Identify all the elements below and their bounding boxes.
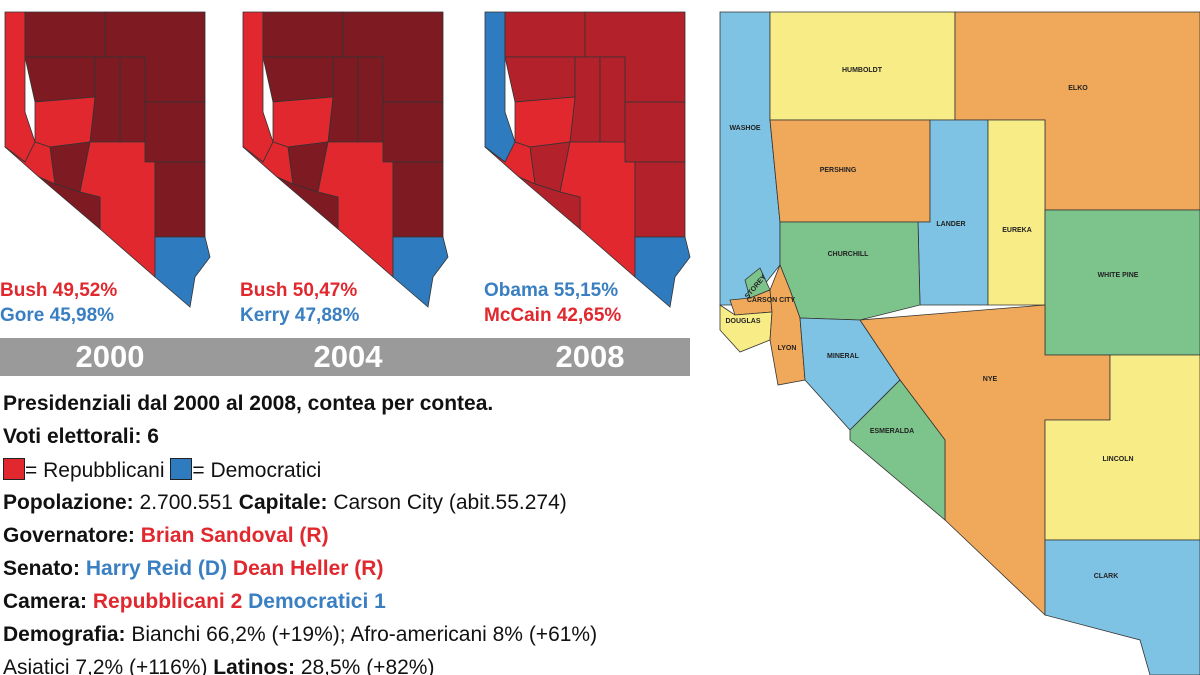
county-label: WASHOE (729, 125, 760, 132)
result: Kerry 47,88% (240, 305, 360, 326)
label: Camera: (3, 590, 88, 613)
legend-swatch (170, 458, 193, 480)
county-label: MINERAL (827, 353, 860, 360)
info-line: Demografia: Bianchi 66,2% (+19%); Afro-a… (3, 623, 597, 647)
county-label: HUMBOLDT (842, 67, 883, 74)
result: Gore 45,98% (0, 305, 115, 326)
value: Asiatici 7,2% (+116%) (3, 656, 208, 675)
info-line: Popolazione: 2.700.551 Capitale: Carson … (3, 491, 567, 515)
value: 2.700.551 (139, 491, 233, 514)
result: Bush 49,52% (0, 280, 118, 301)
title: Presidenziali dal 2000 al 2008, contea p… (3, 392, 494, 415)
label: Latinos: (213, 656, 295, 675)
info-title: Presidenziali dal 2000 al 2008, contea p… (3, 392, 493, 416)
label: Governatore: (3, 524, 135, 547)
label: Popolazione: (3, 491, 134, 514)
county-label: ESMERALDA (870, 428, 914, 435)
info-line: Asiatici 7,2% (+116%) Latinos: 28,5% (+8… (3, 656, 434, 675)
label: Capitale: (238, 491, 328, 514)
county-label: LYON (778, 345, 797, 352)
label: Senato: (3, 557, 81, 580)
county-label: CARSON CITY (747, 297, 796, 304)
county-label: ELKO (1068, 85, 1088, 92)
year: 2004 (313, 339, 383, 374)
value: Bianchi 66,2% (+19%); Afro-americani 8% … (131, 623, 598, 646)
county-label: CLARK (1094, 573, 1119, 580)
county-label: DOUGLAS (726, 318, 761, 325)
info-line: Governatore: Brian Sandoval (R) (3, 524, 329, 548)
legend-label: = Democratici (192, 459, 322, 482)
legend: = Repubblicani = Democratici (3, 458, 321, 483)
county-label: CHURCHILL (828, 251, 870, 258)
info-line: Camera: Repubblicani 2 Democratici 1 (3, 590, 386, 614)
value: Harry Reid (D) (85, 557, 228, 580)
value: Democratici 1 (248, 590, 386, 613)
result: Obama 55,15% (484, 280, 619, 301)
year: 2008 (555, 339, 625, 374)
info-line: Senato: Harry Reid (D) Dean Heller (R) (3, 557, 383, 581)
legend-swatch (3, 458, 25, 480)
value: Brian Sandoval (R) (140, 524, 329, 547)
legend-label: = Repubblicani (25, 459, 165, 482)
result: McCain 42,65% (484, 305, 622, 326)
map-2004 (242, 11, 449, 308)
county-label: PERSHING (820, 167, 857, 174)
label: Demografia: (3, 623, 126, 646)
county-label: LINCOLN (1102, 456, 1133, 463)
map-2000 (4, 11, 211, 308)
year: 2000 (75, 339, 145, 374)
county-map (719, 11, 1200, 675)
map-2008 (484, 11, 691, 308)
county-label: EUREKA (1002, 227, 1032, 234)
value: 28,5% (+82%) (300, 656, 435, 675)
county-label: LANDER (936, 221, 965, 228)
result: Bush 50,47% (240, 280, 358, 301)
electoral-votes: Voti elettorali: 6 (3, 425, 159, 448)
county-label: NYE (983, 376, 998, 383)
value: Repubblicani 2 (92, 590, 243, 613)
value: Carson City (abit.55.274) (333, 491, 567, 514)
year-band (0, 338, 690, 376)
info-line: Voti elettorali: 6 (3, 425, 159, 449)
value: Dean Heller (R) (232, 557, 384, 580)
county-label: WHITE PINE (1098, 272, 1139, 279)
